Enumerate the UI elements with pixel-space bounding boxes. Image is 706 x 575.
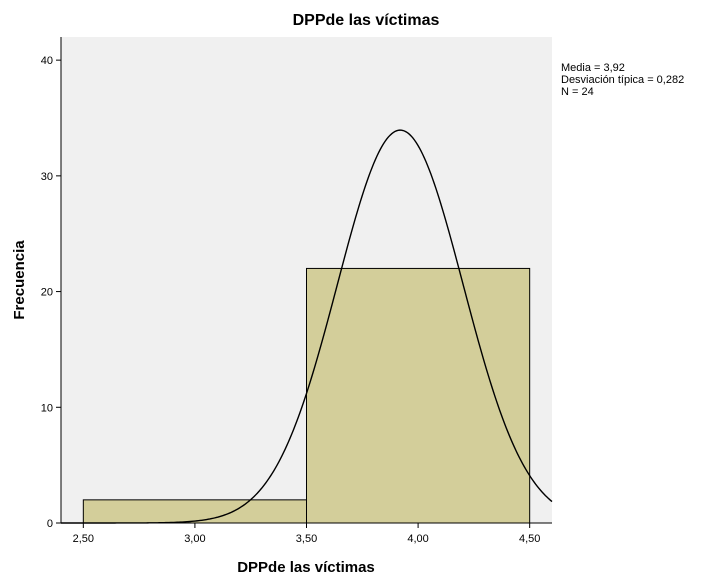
y-tick-label: 20 [41,287,53,299]
stat-std: Desviación típica = 0,282 [561,74,684,86]
x-tick-label: 3,50 [296,533,317,545]
x-tick-label: 2,50 [73,533,94,545]
x-tick-label: 4,00 [407,533,428,545]
chart-title: DPPde las víctimas [293,12,440,29]
y-axis-ticks: 0 10 20 30 40 [41,55,61,530]
stat-n: N = 24 [561,86,594,98]
y-tick-label: 10 [41,402,53,414]
stat-mean: Media = 3,92 [561,62,625,74]
y-tick-label: 40 [41,55,53,67]
y-axis-title: Frecuencia [11,240,28,320]
x-tick-label: 4,50 [519,533,540,545]
x-axis-title: DPPde las víctimas [237,559,375,575]
x-axis-ticks: 2,50 3,00 3,50 4,00 4,50 [73,523,540,545]
histogram-bar-2 [306,267,531,524]
x-tick-label: 3,00 [184,533,205,545]
bars-group [82,267,531,524]
y-tick-label: 0 [47,518,53,530]
y-tick-label: 30 [41,171,53,183]
histogram-bar-1 [82,499,308,524]
